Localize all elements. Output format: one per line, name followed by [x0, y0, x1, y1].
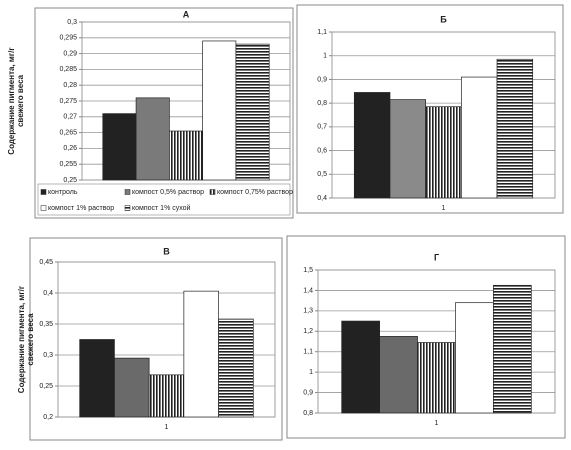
y-tick-label: 0,275 [59, 98, 77, 105]
legend-box [37, 183, 291, 216]
x-tick-label: 1 [442, 205, 446, 212]
bar [341, 320, 380, 414]
legend-label: компост 0,5% раствор [132, 189, 204, 196]
y-tick-label: 1,2 [303, 328, 313, 335]
y-tick-label: 0,295 [59, 35, 77, 42]
y-tick-label: 0,9 [303, 389, 313, 396]
legend-swatch [124, 189, 131, 195]
y-tick-label: 1,5 [303, 267, 313, 274]
y-tick-label: 0,35 [39, 321, 53, 328]
y-tick-label: 0,25 [39, 383, 53, 390]
x-tick-label: 1 [165, 424, 169, 431]
bar [114, 357, 150, 418]
bar [460, 76, 498, 199]
chart-title: В [163, 246, 170, 256]
y-tick-label: 0,285 [59, 66, 77, 73]
y-axis-label: Содержание пигмента, мг/г [17, 285, 26, 393]
y-tick-label: 0,26 [63, 145, 77, 152]
bar [79, 339, 115, 418]
bar [455, 302, 494, 414]
y-tick-label: 0,255 [59, 161, 77, 168]
y-tick-label: 0,45 [39, 259, 53, 266]
y-tick-label: 0,7 [317, 124, 327, 131]
legend-label: компост 1% раствор [48, 205, 114, 212]
bar [202, 40, 237, 181]
y-tick-label: 0,27 [63, 114, 77, 121]
y-tick-label: 0,25 [63, 177, 77, 184]
legend-swatch [209, 189, 216, 195]
bar [102, 113, 137, 181]
legend-label: компост 0,75% раствор [217, 189, 293, 196]
bar [218, 318, 254, 418]
y-axis-label: свежего веса [16, 74, 25, 127]
legend-label: контроль [48, 189, 78, 196]
bar [425, 106, 462, 199]
bar [389, 99, 427, 199]
bar [353, 92, 391, 199]
y-tick-label: 1,4 [303, 287, 313, 294]
y-tick-label: 0,3 [67, 19, 77, 26]
y-axis-label: свежего веса [26, 313, 35, 366]
chart-title: Б [440, 14, 447, 24]
bar [379, 336, 418, 414]
bar [169, 130, 203, 181]
y-tick-label: 0,5 [317, 171, 327, 178]
y-tick-label: 1,3 [303, 308, 313, 315]
y-tick-label: 0,9 [317, 76, 327, 83]
legend-label: компост 1% сухой [132, 204, 191, 212]
legend-swatch [40, 205, 47, 211]
legend-swatch [40, 189, 47, 195]
bar [135, 97, 170, 181]
bar [148, 374, 185, 418]
y-tick-label: 0,4 [317, 195, 327, 202]
bar [496, 58, 534, 199]
y-tick-label: 0,3 [43, 352, 53, 359]
y-tick-label: 1,1 [303, 349, 313, 356]
y-tick-label: 1 [309, 369, 313, 376]
bar [417, 342, 456, 414]
legend-swatch [124, 205, 131, 211]
chart-title: Г [434, 252, 439, 262]
y-tick-label: 1 [323, 53, 327, 60]
chart-title: А [183, 9, 190, 19]
y-tick-label: 0,8 [317, 100, 327, 107]
y-tick-label: 0,4 [43, 290, 53, 297]
y-tick-label: 0,6 [317, 147, 327, 154]
bar [235, 43, 270, 181]
y-tick-label: 1,1 [317, 29, 327, 36]
y-axis-label: Содержание пигмента, мг/г [7, 47, 16, 155]
y-tick-label: 0,29 [63, 50, 77, 57]
bar [493, 284, 532, 414]
y-tick-label: 0,265 [59, 129, 77, 136]
y-tick-label: 0,2 [43, 414, 53, 421]
y-tick-label: 0,8 [303, 410, 313, 417]
x-tick-label: 1 [435, 420, 439, 427]
y-tick-label: 0,28 [63, 82, 77, 89]
bar [183, 290, 219, 418]
